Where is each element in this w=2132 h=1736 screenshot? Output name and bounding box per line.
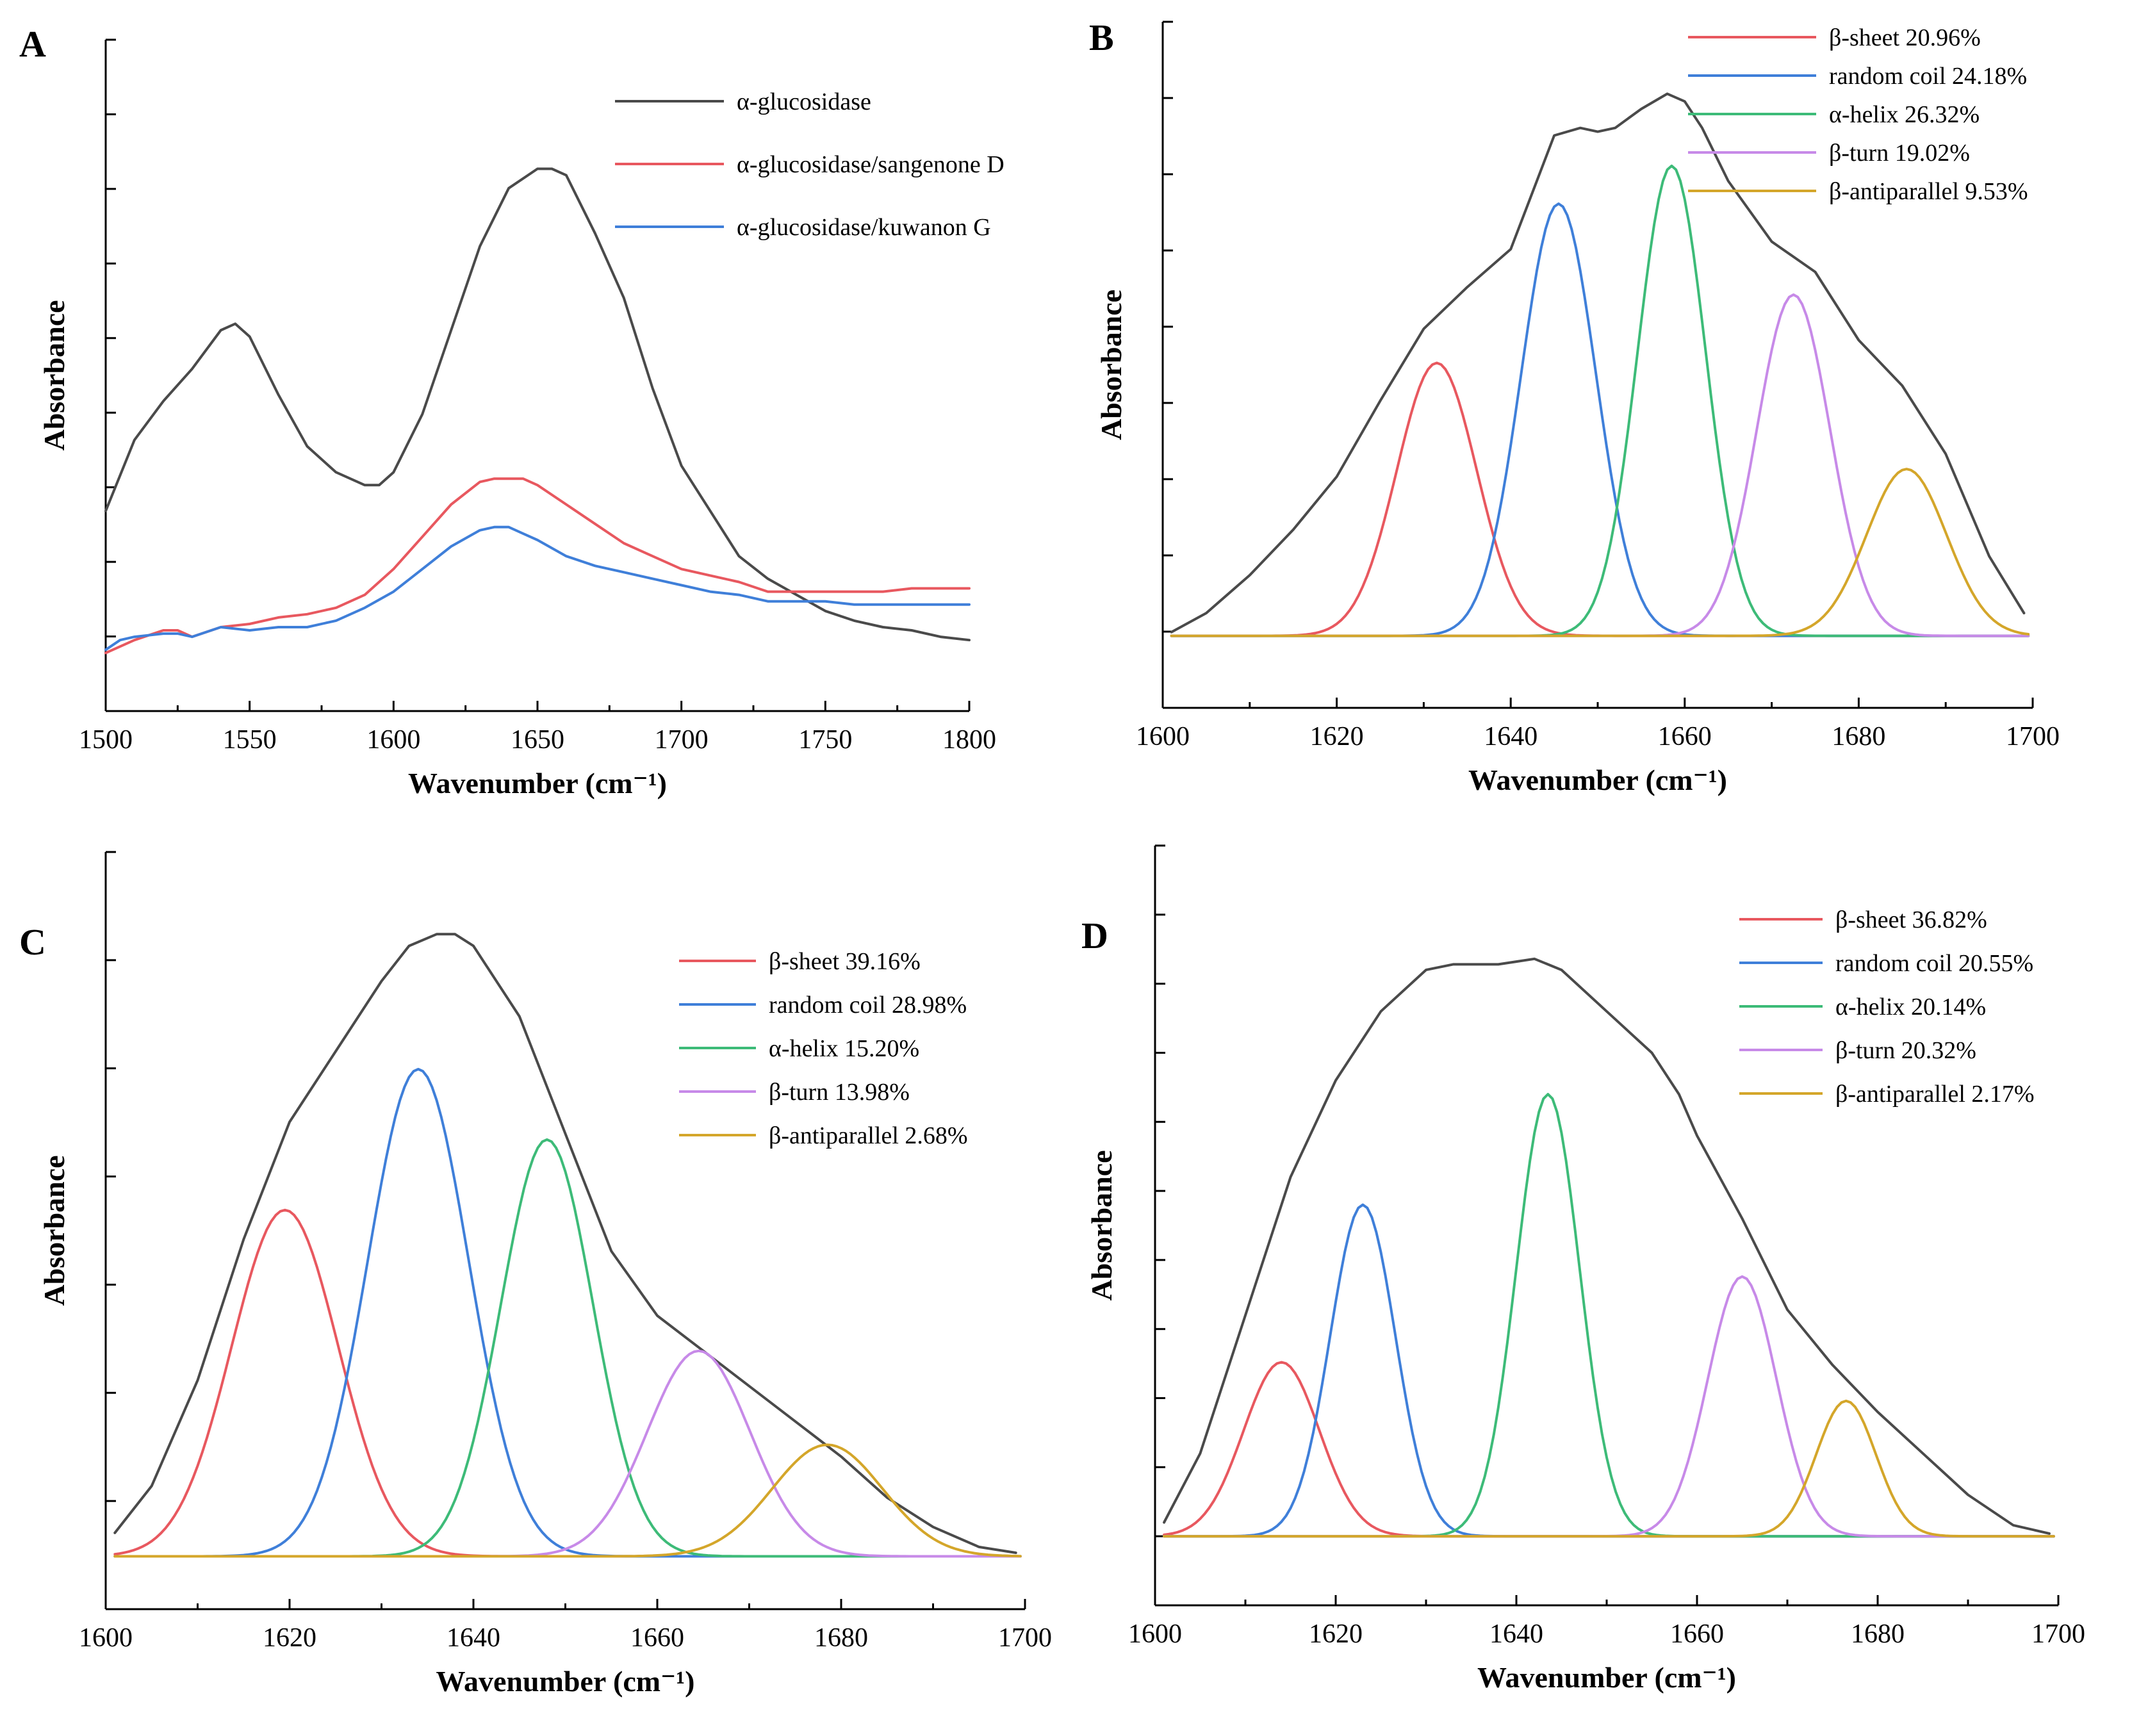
legend-label: β-turn 13.98%: [769, 1079, 910, 1106]
panel-letter: D: [1081, 915, 1108, 956]
legend-label: α-glucosidase/sangenone D: [737, 151, 1004, 178]
x-tick-label: 1650: [511, 725, 564, 755]
x-tick-label: 1700: [655, 725, 709, 755]
panel-letter: B: [1089, 17, 1114, 58]
x-axis-title: Wavenumber (cm⁻¹): [1468, 764, 1727, 796]
x-axis-title: Wavenumber (cm⁻¹): [1477, 1661, 1736, 1694]
legend-label: β-antiparallel 2.68%: [769, 1122, 968, 1149]
legend: β-sheet 20.96% random coil 24.18% α-helix …: [1688, 24, 2028, 205]
x-tick-label: 1700: [998, 1623, 1052, 1653]
x-tick-label: 1600: [1136, 722, 1190, 751]
fitted-peak-5: [113, 1443, 1022, 1558]
y-axis-title: Absorbance: [38, 300, 70, 450]
x-tick-label: 1660: [630, 1623, 684, 1653]
fitted-peak-4: [1163, 1275, 2055, 1538]
panel-letter: C: [19, 921, 46, 963]
x-tick-label: 1640: [447, 1623, 500, 1653]
legend-label: random coil 24.18%: [1829, 63, 2027, 90]
x-tick-label: 1640: [1484, 722, 1538, 751]
x-tick-label: 1640: [1489, 1619, 1543, 1649]
fitted-peak-5: [1170, 468, 2030, 637]
panel-d: D 1600 1620 1640 1660 1680 1700 Wavenumber (cm⁻…: [1081, 844, 2085, 1694]
envelope-series-line: [113, 933, 1017, 1554]
fitted-peak-4: [113, 1349, 1022, 1558]
panel-b: B 1600 1620 1640 1660 1680 1700 Wavenumber (cm⁻…: [1089, 17, 2060, 796]
fitted-peak-5: [1163, 1399, 2055, 1538]
x-tick-label: 1550: [223, 725, 277, 755]
legend: β-sheet 39.16% random coil 28.98% α-helix …: [679, 948, 968, 1149]
legend-label: β-sheet 36.82%: [1835, 906, 1987, 933]
series-line-2: [104, 477, 971, 655]
envelope-series-line: [1170, 92, 2026, 634]
legend-label: α-helix 15.20%: [769, 1035, 919, 1062]
x-tick-label: 1660: [1658, 722, 1712, 751]
x-tick-label: 1600: [79, 1623, 133, 1653]
x-tick-label: 1680: [1832, 722, 1885, 751]
plot-area: [104, 167, 971, 655]
x-tick-label: 1600: [366, 725, 420, 755]
x-tick-label: 1620: [1310, 722, 1364, 751]
panel-letter: A: [19, 23, 46, 65]
x-tick-label: 1620: [263, 1623, 316, 1653]
x-tick-label: 1620: [1309, 1619, 1363, 1649]
legend: α-glucosidase α-glucosidase/sangenone D α-…: [615, 88, 1004, 241]
x-axis-title: Wavenumber (cm⁻¹): [408, 767, 667, 799]
legend-label: random coil 28.98%: [769, 992, 967, 1019]
fitted-peak-2: [1170, 202, 2030, 637]
series-line-3: [104, 525, 971, 651]
x-tick-label: 1680: [814, 1623, 868, 1653]
plot-area: [1170, 92, 2030, 637]
legend-label: β-antiparallel 9.53%: [1829, 178, 2028, 205]
plot-area: [1163, 957, 2055, 1538]
legend-label: α-glucosidase/kuwanon G: [737, 214, 991, 241]
legend-label: α-helix 26.32%: [1829, 101, 1980, 128]
plot-area: [113, 933, 1022, 1558]
fitted-peak-1: [113, 1208, 1022, 1558]
y-axis-title: Absorbance: [38, 1155, 70, 1306]
legend-label: β-turn 20.32%: [1835, 1037, 1976, 1064]
legend-label: α-glucosidase: [737, 88, 871, 115]
x-tick-label: 1660: [1670, 1619, 1724, 1649]
x-tick-label: 1500: [79, 725, 133, 755]
x-axis-title: Wavenumber (cm⁻¹): [436, 1665, 695, 1698]
fitted-peak-1: [1163, 1361, 2055, 1538]
series-line-1: [104, 167, 971, 642]
legend-label: β-turn 19.02%: [1829, 140, 1970, 167]
y-axis-title: Absorbance: [1095, 290, 1128, 440]
x-tick-label: 1600: [1128, 1619, 1182, 1649]
panel-c: C 1600 1620 1640 1660 1680 1700 Wavenumber (cm⁻…: [19, 851, 1052, 1698]
x-tick-label: 1700: [2006, 722, 2060, 751]
x-tick-label: 1750: [798, 725, 852, 755]
fitted-peak-2: [1163, 1203, 2055, 1538]
x-tick-label: 1800: [942, 725, 996, 755]
legend-label: β-sheet 20.96%: [1829, 24, 1981, 51]
panel-a: A 1500 1550 1600 1650 1700 1750 1800 Wavenumber …: [19, 23, 1004, 799]
legend-label: α-helix 20.14%: [1835, 994, 1986, 1020]
x-tick-label: 1680: [1851, 1619, 1905, 1649]
legend-label: β-sheet 39.16%: [769, 948, 921, 975]
legend-label: β-antiparallel 2.17%: [1835, 1081, 2035, 1108]
legend-label: random coil 20.55%: [1835, 950, 2033, 977]
x-tick-label: 1700: [2031, 1619, 2085, 1649]
envelope-series-line: [1163, 957, 2051, 1535]
legend: β-sheet 36.82% random coil 20.55% α-helix …: [1739, 906, 2035, 1108]
y-axis-title: Absorbance: [1085, 1150, 1118, 1300]
